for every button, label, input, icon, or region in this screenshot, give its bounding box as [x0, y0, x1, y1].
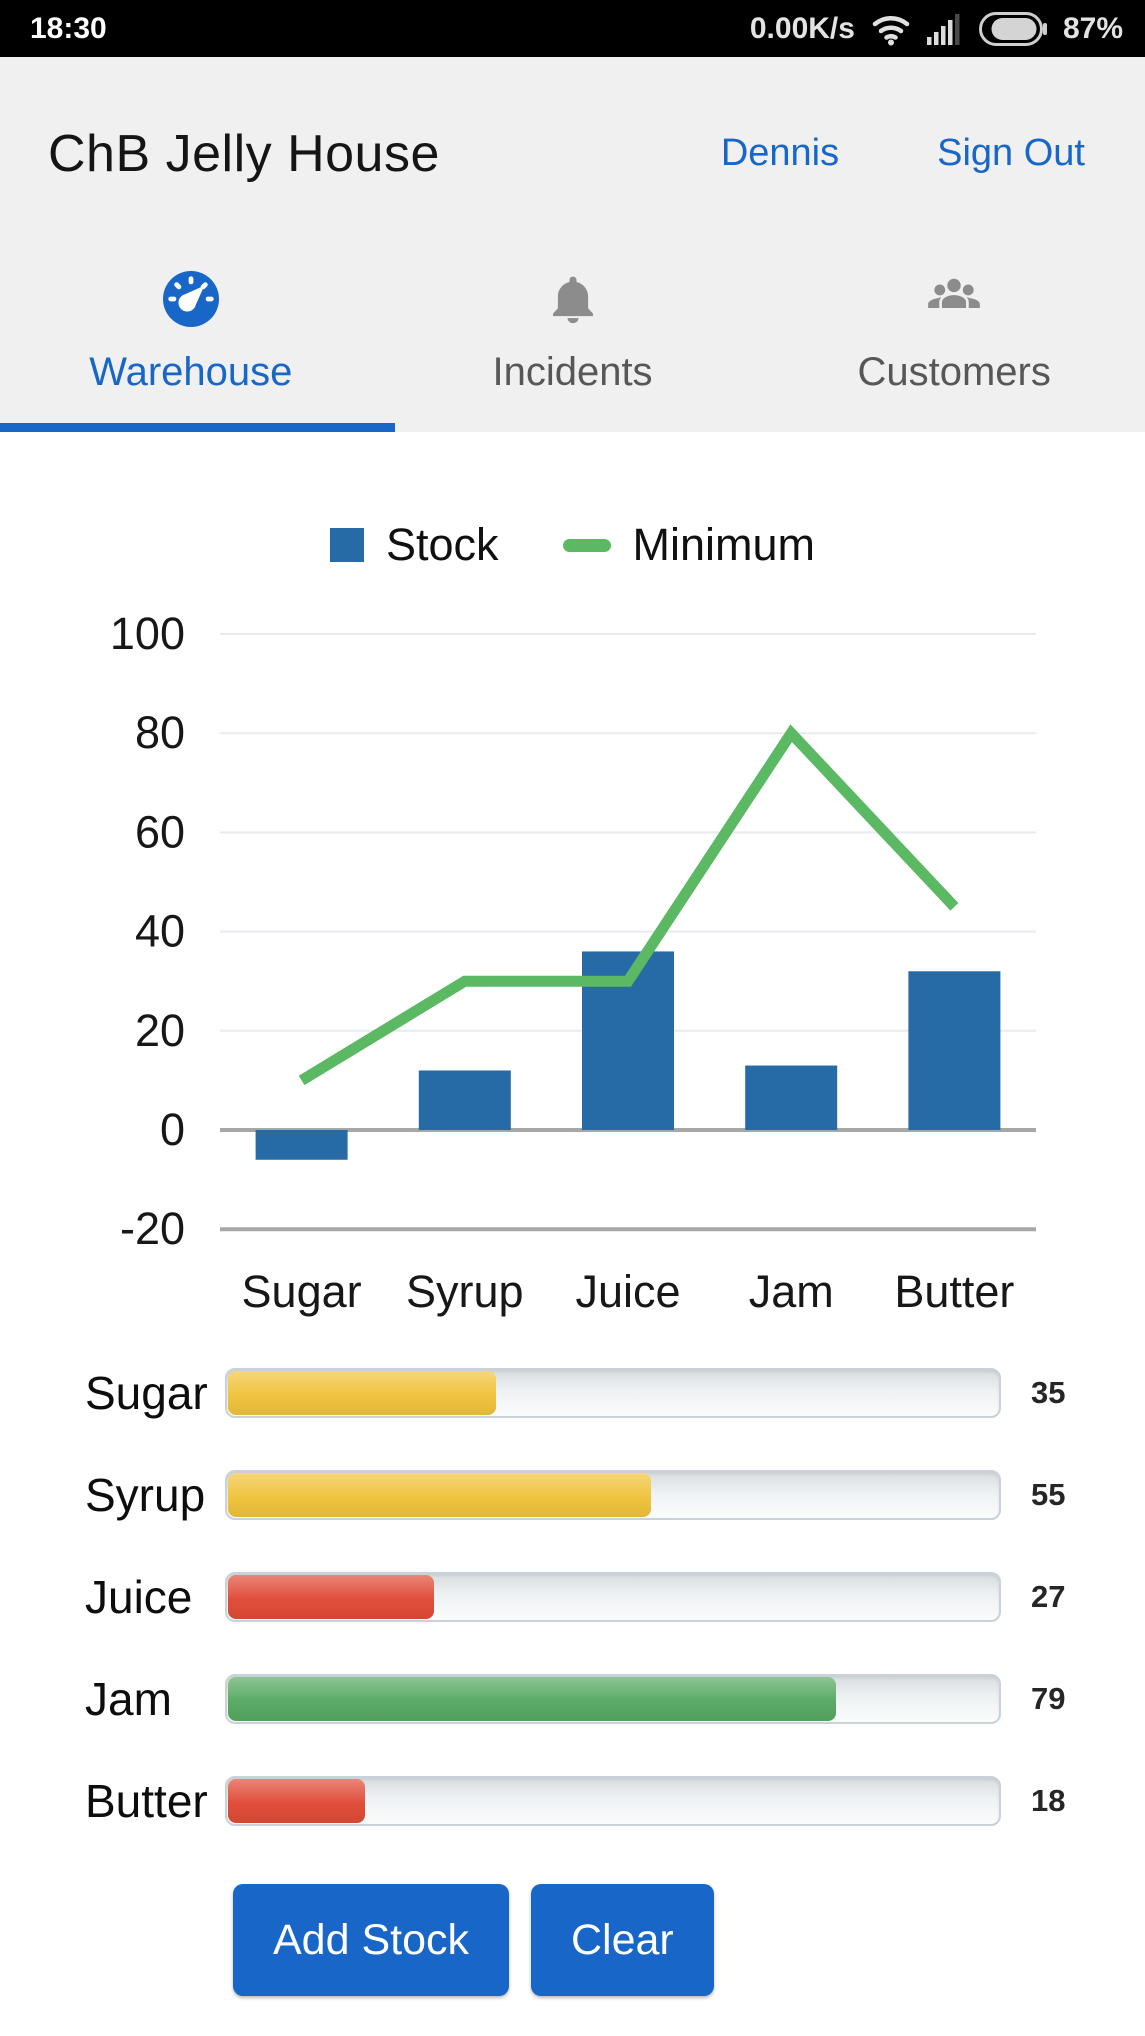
row-value: 55: [1031, 1477, 1066, 1512]
svg-text:100: 100: [110, 608, 185, 659]
inventory-list: Sugar 35 Syrup 55 Juice 27 Jam 79 Butter…: [0, 1360, 1145, 1834]
tab-customers[interactable]: Customers: [763, 250, 1145, 432]
row-progress-track: [225, 1776, 1001, 1826]
wifi-icon: [871, 12, 911, 46]
row-label: Butter: [85, 1775, 208, 1827]
row-fill: [228, 1473, 651, 1517]
inventory-row: Syrup 55: [85, 1462, 1097, 1528]
row-label: Jam: [85, 1673, 172, 1725]
tab-bar: Warehouse Incidents: [0, 250, 1145, 432]
legend-minimum-label: Minimum: [632, 519, 816, 570]
inventory-row: Juice 27: [85, 1564, 1097, 1630]
tab-warehouse[interactable]: Warehouse: [0, 250, 382, 432]
chart-legend: Stock Minimum: [0, 516, 1145, 574]
status-bar: 18:30 0.00K/s: [0, 0, 1145, 57]
status-time: 18:30: [30, 11, 107, 45]
tab-warehouse-label: Warehouse: [89, 350, 293, 394]
svg-text:60: 60: [135, 806, 185, 857]
legend-minimum-swatch: [562, 538, 611, 552]
legend-stock-label: Stock: [385, 519, 499, 570]
row-label: Juice: [85, 1571, 193, 1623]
inventory-row: Jam 79: [85, 1666, 1097, 1732]
clear-button[interactable]: Clear: [531, 1884, 714, 1996]
legend-item-stock: Stock: [329, 519, 499, 571]
svg-text:Juice: Juice: [575, 1266, 680, 1317]
row-progress-track: [225, 1674, 1001, 1724]
row-label: Syrup: [85, 1469, 206, 1521]
inventory-row: Sugar 35: [85, 1360, 1097, 1426]
row-value: 79: [1031, 1681, 1066, 1716]
legend-item-minimum: Minimum: [562, 519, 816, 571]
row-value: 27: [1031, 1579, 1066, 1614]
svg-text:Syrup: Syrup: [406, 1266, 524, 1317]
tab-incidents-label: Incidents: [492, 350, 653, 394]
active-tab-indicator: [0, 423, 396, 432]
legend-stock-swatch: [329, 528, 364, 562]
row-value: 18: [1031, 1783, 1066, 1818]
add-stock-button[interactable]: Add Stock: [233, 1884, 509, 1996]
tab-incidents[interactable]: Incidents: [382, 250, 764, 432]
row-value: 35: [1031, 1375, 1066, 1410]
svg-text:20: 20: [135, 1005, 185, 1056]
battery-icon: [978, 11, 1047, 46]
svg-text:Sugar: Sugar: [242, 1266, 362, 1317]
row-progress-track: [225, 1470, 1001, 1520]
action-bar: Add Stock Clear: [233, 1884, 1145, 1996]
svg-text:0: 0: [160, 1104, 185, 1155]
status-battery-percent: 87%: [1062, 11, 1123, 45]
inventory-row: Butter 18: [85, 1768, 1097, 1834]
tab-customers-label: Customers: [857, 350, 1051, 394]
row-label: Sugar: [85, 1367, 208, 1419]
status-net-speed: 0.00K/s: [749, 11, 855, 45]
svg-text:80: 80: [135, 707, 185, 758]
svg-text:40: 40: [135, 906, 185, 957]
row-fill: [228, 1677, 836, 1721]
signal-icon: [926, 13, 963, 45]
row-fill: [228, 1575, 435, 1619]
bell-icon: [544, 266, 602, 332]
user-link[interactable]: Dennis: [720, 132, 840, 174]
svg-text:-20: -20: [120, 1203, 185, 1254]
page-title: ChB Jelly House: [48, 124, 440, 183]
stock-chart: -20 0 20 40 60 80 100 Sugar Syrup Juice Jam Butter: [110, 608, 1036, 1317]
row-progress-track: [225, 1572, 1001, 1622]
people-icon: [923, 266, 985, 332]
sign-out-link[interactable]: Sign Out: [937, 132, 1085, 174]
row-progress-track: [225, 1368, 1001, 1418]
row-fill: [228, 1371, 497, 1415]
app-header: ChB Jelly House Dennis Sign Out Warehous…: [0, 57, 1145, 432]
row-fill: [228, 1779, 365, 1823]
gauge-icon: [159, 266, 223, 332]
svg-text:Jam: Jam: [749, 1266, 834, 1317]
svg-text:Butter: Butter: [894, 1266, 1014, 1317]
